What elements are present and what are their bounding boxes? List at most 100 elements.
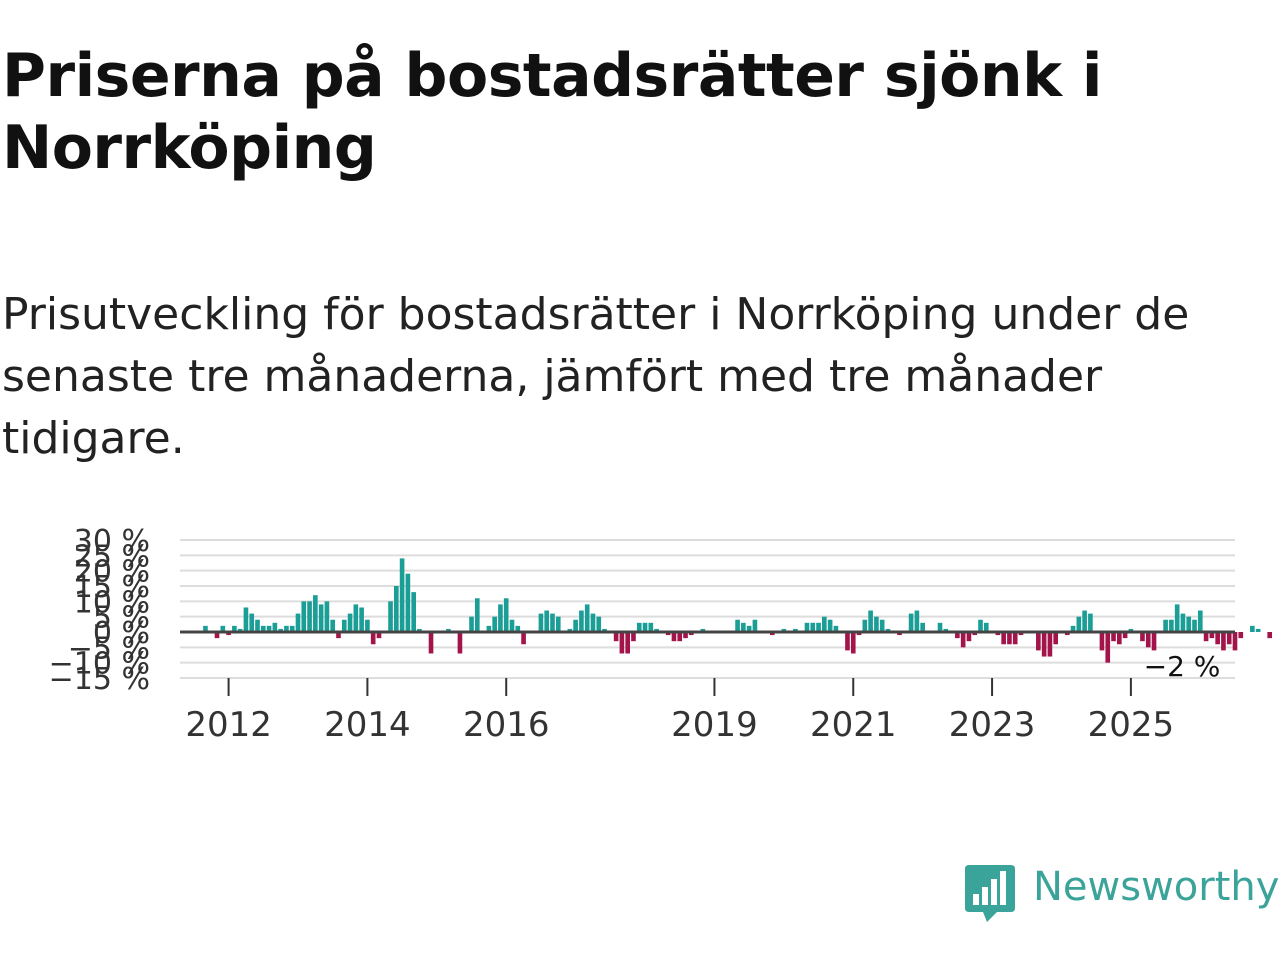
newsworthy-logo-icon <box>965 865 1015 922</box>
y-tick-label: −5 % <box>68 631 150 666</box>
bar <box>411 592 416 632</box>
y-tick-label: 30 % <box>74 524 150 559</box>
bar <box>214 632 220 639</box>
bar <box>359 607 364 632</box>
bar <box>822 616 827 632</box>
bar <box>804 622 810 632</box>
bar <box>816 622 821 632</box>
bar <box>590 613 596 632</box>
bar <box>688 632 694 636</box>
bar <box>937 622 943 632</box>
bar <box>313 595 318 632</box>
bar <box>960 632 966 648</box>
bar <box>370 632 376 645</box>
bar <box>237 628 243 632</box>
x-tick-label: 2019 <box>671 705 758 745</box>
bar <box>1226 632 1232 645</box>
bar <box>336 632 341 639</box>
bar <box>769 632 775 636</box>
bar <box>255 619 260 632</box>
bar <box>1221 632 1226 651</box>
bar <box>567 628 573 632</box>
bar <box>1053 632 1059 645</box>
price-change-chart: −15 %−10 %−5 %0 %5 %10 %15 %20 %25 %30 %… <box>49 524 1273 745</box>
x-axis-ticks: 2012 2014 2016 2019 2021 2023 2025 <box>185 678 1174 745</box>
bar <box>868 610 873 632</box>
bar <box>1088 613 1093 632</box>
brand-name: Newsworthy <box>1033 864 1280 910</box>
bar <box>365 619 370 632</box>
x-tick-label: 2014 <box>324 705 411 745</box>
bar <box>1012 632 1018 645</box>
bar <box>648 622 654 632</box>
bar <box>295 613 301 632</box>
bar <box>879 619 885 632</box>
bar <box>318 604 324 632</box>
bar <box>700 628 706 632</box>
bar <box>983 622 989 632</box>
bar <box>301 601 307 632</box>
bar <box>289 625 295 632</box>
bar <box>735 619 740 632</box>
bar <box>307 601 312 632</box>
bar <box>654 628 659 632</box>
bar <box>596 616 602 632</box>
bar <box>671 632 677 642</box>
bar <box>874 616 879 632</box>
bar <box>1070 625 1076 632</box>
bar <box>243 607 249 632</box>
bar <box>636 622 642 632</box>
x-tick-label: 2025 <box>1088 705 1175 745</box>
bar <box>550 613 555 632</box>
bar <box>665 632 671 636</box>
bar <box>405 573 411 632</box>
y-tick-label: −15 % <box>49 662 150 697</box>
bar <box>625 632 630 654</box>
bar <box>1232 632 1238 651</box>
bar <box>1215 632 1220 645</box>
bar <box>1163 619 1168 632</box>
bar <box>584 604 590 632</box>
page-title: Priserna på bostadsrätter sjönk i Norrkö… <box>2 41 1102 183</box>
bar <box>741 622 746 632</box>
bar <box>1145 632 1151 648</box>
bar <box>266 625 272 632</box>
bar <box>203 625 208 632</box>
bar <box>579 610 584 632</box>
bar <box>1007 632 1012 645</box>
bar <box>602 628 607 632</box>
bar <box>1076 616 1082 632</box>
bar <box>394 586 399 632</box>
bar <box>1122 632 1128 639</box>
grid-lines <box>180 539 1235 679</box>
bar <box>908 613 914 632</box>
last-value-annotation: −2 % <box>1144 650 1221 683</box>
bar <box>978 619 983 632</box>
bar <box>810 622 816 632</box>
bar <box>492 616 497 632</box>
bar <box>388 601 393 632</box>
bar <box>683 632 688 639</box>
bar <box>1255 628 1261 632</box>
y-tick-label: 15 % <box>74 570 150 605</box>
bar <box>503 598 509 632</box>
x-tick-label: 2012 <box>185 705 272 745</box>
bar <box>1105 632 1111 663</box>
bar <box>1036 632 1041 651</box>
bar <box>544 610 550 632</box>
y-axis-ticks: −15 %−10 %−5 %0 %5 %10 %15 %20 %25 %30 % <box>49 524 150 697</box>
bar <box>1018 632 1024 636</box>
bar <box>1064 632 1070 636</box>
y-tick-label: 5 % <box>93 601 150 636</box>
bar <box>793 628 798 632</box>
bar <box>781 628 787 632</box>
bar <box>746 625 752 632</box>
bar <box>272 622 278 632</box>
y-tick-label: −10 % <box>49 647 150 682</box>
bar <box>376 632 382 639</box>
bar <box>613 632 619 642</box>
bar <box>1197 610 1203 632</box>
bar <box>1001 632 1006 645</box>
bar <box>1111 632 1116 642</box>
bar <box>341 619 347 632</box>
